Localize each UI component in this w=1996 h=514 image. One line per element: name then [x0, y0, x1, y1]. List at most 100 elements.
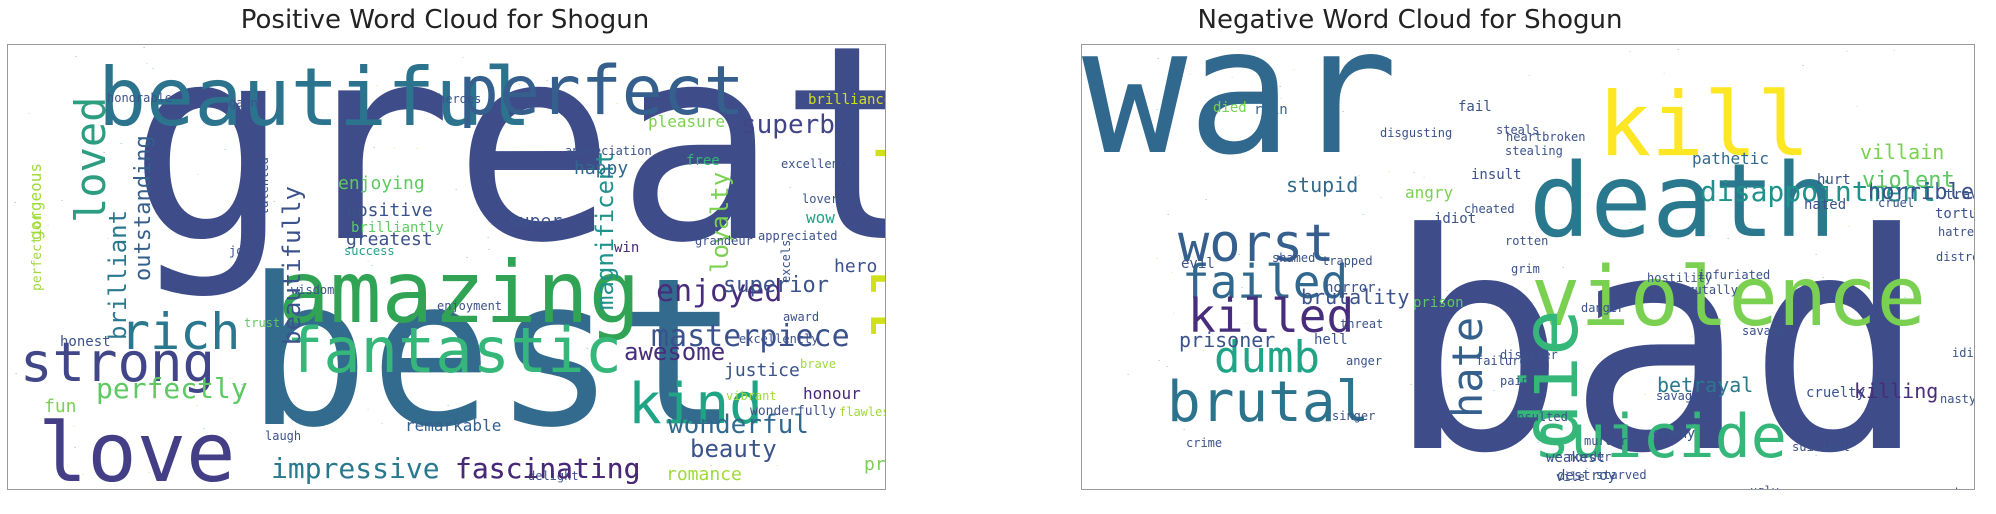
negative-word-cloud: · · · · · · · · · · · · · · · · · · · · · · · · · · · · · · · · · · · · · · · ·… [1081, 44, 1975, 490]
cloud-word: devil [1951, 487, 1974, 489]
cloud-word: murdered [1584, 434, 1642, 448]
filler-word: · [1903, 294, 1908, 302]
cloud-word: loved [66, 96, 115, 223]
cloud-word: kill [1598, 73, 1810, 176]
cloud-word: appreciation [565, 144, 652, 158]
filler-word: · [1801, 62, 1806, 70]
filler-word: · [1561, 264, 1566, 272]
cloud-word: savagery [1656, 389, 1714, 403]
cloud-word: trust [244, 316, 281, 330]
cloud-word: disaster [1500, 348, 1558, 362]
cloud-word: danger [1581, 301, 1625, 315]
cloud-word: anger [1346, 354, 1383, 368]
cloud-word: singer [1332, 409, 1376, 423]
filler-word: · [765, 415, 770, 423]
cloud-word: justice [724, 360, 800, 381]
cloud-word: disgusting [1380, 126, 1453, 140]
filler-word: · [350, 281, 355, 289]
cloud-word: bad [1386, 170, 1928, 490]
cloud-word: brilliantly [351, 220, 444, 236]
filler-word: · [618, 320, 623, 328]
cloud-word: enjoyed [656, 274, 783, 309]
filler-word: · [1445, 287, 1450, 295]
cloud-word: vibrant [726, 389, 777, 403]
cloud-word: suicide [1534, 402, 1787, 472]
filler-word: · [1759, 325, 1764, 333]
filler-word: · [1156, 55, 1161, 63]
cloud-word: superior [723, 273, 829, 298]
filler-word: · [1126, 371, 1131, 379]
cloud-word: threat [1340, 317, 1384, 331]
cloud-word: betrayal [1657, 373, 1754, 397]
filler-word: · [102, 149, 107, 157]
filler-word: · [1690, 333, 1695, 341]
filler-word: · [1244, 320, 1249, 328]
cloud-word: ruin [1254, 102, 1288, 118]
filler-word: · [1777, 456, 1782, 464]
cloud-word: impressive [271, 452, 440, 485]
cloud-word: fail [1458, 99, 1492, 115]
filler-word: · [1629, 219, 1634, 227]
cloud-word: love [38, 406, 236, 490]
filler-word: · [46, 222, 51, 230]
filler-word: · [788, 125, 793, 133]
cloud-word: happy [574, 158, 629, 179]
filler-word: · [1504, 311, 1509, 319]
filler-word: · [1763, 340, 1768, 348]
cloud-word: perfect [458, 52, 745, 131]
cloud-word: worst [1178, 214, 1335, 274]
cloud-word: heartbroken [1506, 130, 1586, 144]
cloud-word: pain [1500, 374, 1529, 388]
positive-cloud-title: Positive Word Cloud for Shogun [240, 5, 650, 35]
filler-word: · [1691, 354, 1696, 362]
cloud-word: enjoying [338, 173, 425, 194]
filler-word: · [1647, 152, 1652, 160]
filler-word: · [545, 77, 550, 85]
filler-word: · [461, 54, 466, 62]
cloud-word: grandeur [695, 234, 753, 248]
filler-word: · [223, 146, 228, 154]
filler-word: · [1309, 362, 1314, 370]
cloud-word: rotten [1505, 234, 1549, 248]
cloud-word: excellently [739, 332, 819, 346]
cloud-word: kind [628, 372, 763, 437]
cloud-word: win [614, 240, 640, 256]
filler-word: · [1165, 363, 1170, 371]
filler-word: · [1341, 108, 1346, 116]
cloud-word: weakest [1546, 450, 1606, 466]
cloud-word: evil [1181, 256, 1215, 272]
cloud-word: prisoner [1179, 328, 1276, 352]
cloud-word: lover [802, 192, 839, 206]
cloud-word: loyalty [706, 171, 734, 273]
filler-word: · [337, 91, 342, 99]
cloud-word: vile [1556, 470, 1585, 484]
cloud-word: crime [1186, 436, 1223, 450]
cloud-word: wisdom [291, 283, 335, 297]
cloud-word: stupid [1286, 173, 1359, 197]
cloud-word: murder [1568, 450, 1612, 464]
filler-word: · [1188, 71, 1193, 79]
cloud-word: wonderful [668, 410, 809, 440]
positive-word-cloud: · · · · · · · · · · · · · · · · · · · · · · · · · · · · · · · · · · · · · · · ·… [7, 44, 886, 490]
cloud-word: died [1213, 100, 1247, 116]
cloud-word: insult [1471, 167, 1522, 183]
cloud-word: honorable [107, 91, 173, 105]
filler-word: · [1237, 251, 1242, 259]
filler-word: · [240, 381, 245, 389]
filler-word: · [196, 171, 201, 179]
filler-word: · [1182, 426, 1187, 434]
filler-word: · [380, 420, 385, 428]
filler-word: · [392, 145, 397, 153]
filler-word: · [151, 65, 156, 73]
cloud-word: masterpiece [651, 319, 850, 354]
cloud-word: excels [779, 239, 793, 283]
cloud-word: outstanding [131, 135, 156, 281]
filler-word: · [1842, 427, 1847, 435]
filler-word: · [487, 246, 492, 254]
filler-word: · [1844, 305, 1849, 313]
filler-word: · [1252, 335, 1257, 343]
filler-word: · [489, 221, 494, 229]
cloud-word: great [128, 44, 886, 302]
cloud-word: distress [1936, 250, 1974, 264]
cloud-word: ugly [1750, 485, 1779, 489]
